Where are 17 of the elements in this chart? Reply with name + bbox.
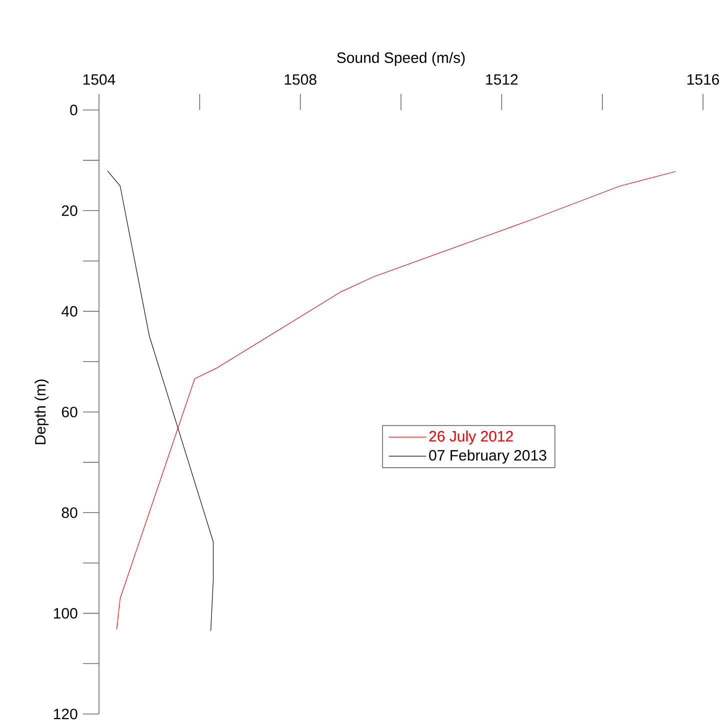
x-tick-label: 1508	[284, 74, 316, 85]
y-tick-label: 80	[62, 507, 78, 518]
y-tick-label: 120	[54, 708, 78, 720]
x-axis-title: Sound Speed (m/s)	[337, 52, 465, 66]
y-tick-label: 40	[62, 306, 78, 316]
line-series	[107, 170, 214, 632]
line-series	[116, 170, 676, 630]
x-tick-label: 1516	[687, 74, 720, 85]
y-axis-title: Depth (m)	[34, 379, 49, 444]
y-tick-label: 100	[54, 608, 78, 618]
y-tick-label: 60	[62, 406, 78, 418]
x-tick-label: 1512	[486, 74, 518, 85]
y-tick-label: 20	[62, 205, 78, 216]
legend-label: 07 February 2013	[429, 449, 546, 464]
y-tick-label: 0	[70, 104, 78, 116]
legend-label: 26 July 2012	[429, 430, 513, 444]
x-tick-label: 1504	[83, 74, 116, 85]
